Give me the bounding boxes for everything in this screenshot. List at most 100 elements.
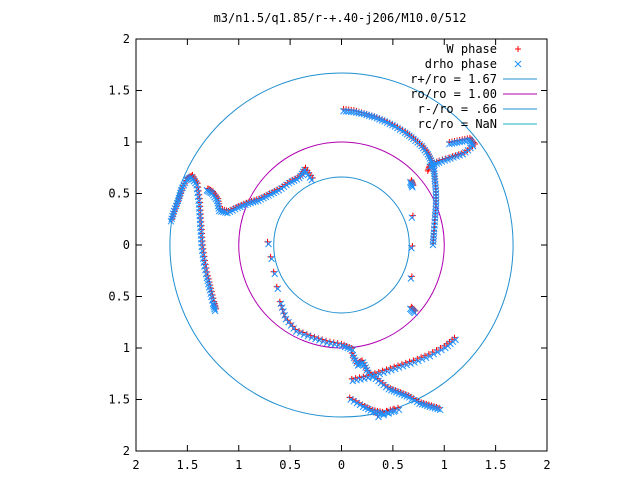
y-tick-label: 0.5 (108, 290, 130, 304)
y-tick-label: 1 (123, 341, 130, 355)
drho-phase-point (277, 300, 285, 308)
drho-phase-point (213, 197, 221, 205)
w-phase-point (408, 273, 415, 280)
drho-phase-point (426, 155, 434, 162)
drho-phase-point (280, 308, 287, 315)
legend-label: r+/ro = 1.67 (410, 72, 497, 86)
w-phase-point (389, 406, 396, 413)
w-phase-point (273, 283, 280, 290)
w-phase-point (276, 298, 283, 305)
w-phase-point (409, 212, 416, 219)
w-phase-point (406, 358, 413, 365)
drho-phase-point (446, 140, 453, 148)
drho-phase-point (372, 371, 380, 379)
drho-phase-point (387, 366, 395, 374)
drho-phase-point (458, 138, 466, 145)
x-tick-label: 1 (441, 458, 448, 472)
legend-swatch (514, 60, 522, 68)
w-phase-point (267, 253, 274, 260)
drho-phase-point (407, 360, 414, 368)
drho-phase-point (271, 270, 279, 278)
legend-label: r-/ro = .66 (418, 102, 497, 116)
x-tick-label: 1.5 (485, 458, 507, 472)
w-phase-point (411, 306, 418, 313)
x-tick-label: 1 (235, 458, 242, 472)
drho-phase-point (356, 401, 364, 409)
legend-label: rc/ro = NaN (418, 117, 497, 131)
y-tick-label: 1 (123, 135, 130, 149)
drho-phase-point (438, 346, 445, 354)
drho-phase-point (390, 408, 398, 415)
drho-phase-point (274, 285, 282, 293)
x-tick-label: 0.5 (382, 458, 404, 472)
drho-phase-point (312, 335, 319, 343)
w-phase-point (398, 361, 405, 368)
data-series (167, 106, 479, 421)
drho-phase-point (461, 137, 469, 145)
drho-phase-point (432, 196, 440, 204)
drho-phase-point (414, 357, 422, 365)
circle-0 (169, 72, 514, 418)
drho-phase-point (407, 275, 415, 282)
drho-phase-point (214, 199, 222, 207)
drho-phase-point (395, 406, 403, 414)
drho-phase-point (372, 409, 380, 416)
drho-phase-point (219, 208, 227, 216)
x-tick-label: 0 (338, 458, 345, 472)
drho-phase-point (395, 364, 403, 371)
drho-phase-point (380, 369, 387, 377)
x-tick-label: 1.5 (177, 458, 199, 472)
drho-phase-point (431, 175, 439, 182)
drho-phase-point (432, 193, 440, 200)
drho-phase-point (350, 108, 358, 116)
w-phase-point (421, 352, 428, 359)
drho-phase-point (411, 309, 418, 317)
legend-label: ro/ro = 1.00 (410, 87, 497, 101)
y-tick-label: 1.5 (108, 393, 130, 407)
y-tick-label: 0.5 (108, 187, 130, 201)
legend-label: drho phase (425, 57, 497, 71)
drho-phase-point (453, 139, 461, 146)
circle-2 (273, 176, 410, 314)
x-tick-label: 0.5 (279, 458, 301, 472)
drho-phase-point (376, 370, 384, 378)
drho-phase-point (214, 202, 222, 210)
drho-phase-point (409, 183, 416, 191)
drho-phase-point (434, 348, 441, 356)
drho-phase-point (300, 331, 308, 338)
drho-phase-point (368, 373, 376, 380)
drho-phase-point (319, 338, 327, 345)
w-phase-point (264, 238, 271, 245)
drho-phase-point (426, 352, 434, 360)
drho-phase-point (296, 329, 304, 337)
drho-phase-point (432, 199, 440, 207)
drho-phase-point (281, 311, 289, 319)
w-phase-point (409, 243, 416, 250)
drho-phase-point (369, 408, 377, 416)
w-phase-point (442, 155, 449, 162)
drho-phase-point (422, 354, 430, 362)
legend-swatch (515, 46, 521, 52)
drho-phase-point (456, 138, 464, 146)
drho-phase-point (436, 406, 444, 414)
drho-phase-point (384, 409, 391, 417)
drho-phase-point (355, 109, 363, 117)
y-tick-label: 0 (123, 238, 130, 252)
drho-phase-point (408, 182, 416, 190)
drho-phase-point (347, 396, 355, 403)
chart-title: m3/n1.5/q1.85/r-+.40-j206/M10.0/512 (214, 11, 467, 25)
y-tick-label: 2 (123, 444, 130, 458)
drho-phase-point (403, 361, 411, 369)
drho-phase-point (451, 139, 458, 147)
w-phase-point (383, 366, 390, 373)
w-phase-point (346, 394, 353, 401)
drho-phase-point (353, 109, 360, 116)
legend-label: W phase (446, 42, 497, 56)
x-tick-label: 2 (543, 458, 550, 472)
drho-phase-point (399, 362, 407, 370)
w-phase-point (410, 357, 417, 364)
drho-phase-point (292, 328, 300, 335)
w-phase-point (395, 362, 402, 369)
drho-phase-point (411, 359, 418, 366)
